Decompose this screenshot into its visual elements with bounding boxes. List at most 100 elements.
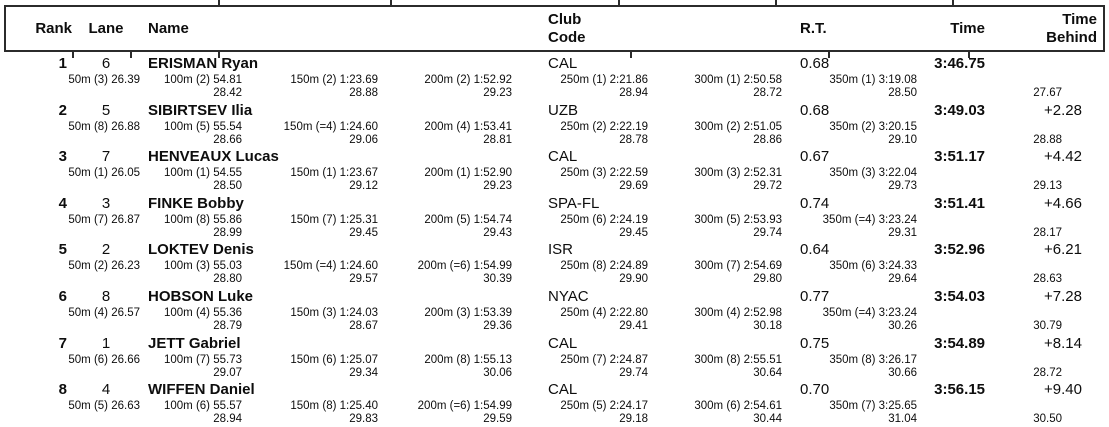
final-lap-time: 30.79 xyxy=(1033,319,1062,332)
split-lap-time: 28.42 xyxy=(213,87,242,99)
split-cell: 150m (=4) 1:24.60 29.57 xyxy=(242,260,378,285)
split-lap-time: 28.72 xyxy=(753,87,782,99)
lane-value: 3 xyxy=(101,194,111,212)
split-cell: 50m (3) 26.39 xyxy=(0,74,140,99)
split-lap-time: 29.23 xyxy=(483,180,512,193)
split-time: 3:26.17 xyxy=(878,353,917,366)
split-cell: 150m (7) 1:25.31 29.45 xyxy=(242,214,378,239)
split-cell: 250m (5) 2:24.17 29.18 xyxy=(512,400,648,425)
column-tick xyxy=(390,0,392,6)
lane-value: 4 xyxy=(101,381,111,399)
split-cell: 150m (=4) 1:24.60 29.06 xyxy=(242,121,378,146)
split-distance: 250m xyxy=(560,74,590,86)
split-distance: 350m xyxy=(829,120,859,133)
split-lap-time: 30.44 xyxy=(753,413,782,426)
split-cumulative: 150m (7) 1:25.31 xyxy=(242,214,378,227)
split-lap-time: 29.10 xyxy=(888,133,917,146)
split-cumulative: 100m (7) 55.73 xyxy=(140,354,242,367)
club-code: UZB xyxy=(548,101,578,119)
split-cumulative: 300m (4) 2:52.98 xyxy=(648,307,782,320)
column-tick xyxy=(952,0,954,6)
split-place: (1) xyxy=(93,167,109,180)
column-tick xyxy=(775,0,777,6)
split-distance: 100m xyxy=(163,353,193,366)
lane-value: 5 xyxy=(101,101,111,119)
split-place: (4) xyxy=(93,306,109,319)
split-place: (8) xyxy=(93,120,109,133)
split-cell: 250m (4) 2:22.80 29.41 xyxy=(512,307,648,332)
split-time: 26.23 xyxy=(111,260,140,273)
split-cell: 50m (2) 26.23 xyxy=(0,260,140,285)
split-cumulative: 100m (5) 55.54 xyxy=(140,121,242,134)
final-lap-cell: 29.13 xyxy=(917,167,1062,192)
result-main-line: 5 2 LOKTEV Denis ISR 0.64 3:52.96 +6.21 xyxy=(6,240,1083,260)
split-distance: 50m xyxy=(68,353,91,366)
split-distance: 200m xyxy=(424,120,454,133)
split-cumulative: 50m (3) 26.39 xyxy=(0,74,140,87)
lane-value: 8 xyxy=(101,287,111,305)
split-time: 2:51.05 xyxy=(743,120,782,133)
rank-value: 6 xyxy=(58,287,67,305)
split-lap-time: 29.34 xyxy=(349,366,378,379)
split-distance: 350m xyxy=(829,400,859,413)
split-cell: 300m (6) 2:54.61 30.44 xyxy=(648,400,782,425)
split-distance: 250m xyxy=(560,306,590,319)
split-lap-time: 30.39 xyxy=(483,273,512,286)
split-cumulative: 150m (2) 1:23.69 xyxy=(242,74,378,87)
column-tick xyxy=(72,52,74,58)
result-row: 8 4 WIFFEN Daniel CAL 0.70 3:56.15 +9.40… xyxy=(0,380,1109,427)
split-time: 26.39 xyxy=(111,74,140,86)
result-row: 5 2 LOKTEV Denis ISR 0.64 3:52.96 +6.21 … xyxy=(0,240,1109,287)
split-distance: 50m xyxy=(68,260,91,273)
split-cumulative: 250m (6) 2:24.19 xyxy=(512,214,648,227)
col-header-time: Time xyxy=(950,19,985,37)
result-main-line: 4 3 FINKE Bobby SPA-FL 0.74 3:51.41 +4.6… xyxy=(6,194,1083,214)
col-header-club-code: Club Code xyxy=(548,10,586,46)
split-cumulative: 250m (3) 2:22.59 xyxy=(512,167,648,180)
split-lap-time xyxy=(0,413,140,425)
lane-value: 1 xyxy=(101,334,111,352)
spacer xyxy=(917,260,1062,273)
split-distance: 50m xyxy=(68,400,91,413)
split-place: (2) xyxy=(726,120,741,133)
result-row: 2 5 SIBIRTSEV Ilia UZB 0.68 3:49.03 +2.2… xyxy=(0,101,1109,148)
result-main-line: 3 7 HENVEAUX Lucas CAL 0.67 3:51.17 +4.4… xyxy=(6,147,1083,167)
split-lap-time: 29.18 xyxy=(619,413,648,426)
split-cumulative: 200m (3) 1:53.39 xyxy=(378,307,512,320)
split-cell: 300m (7) 2:54.69 29.80 xyxy=(648,260,782,285)
split-cell: 50m (1) 26.05 xyxy=(0,167,140,192)
split-distance: 250m xyxy=(560,213,590,226)
split-place: (3) xyxy=(592,167,607,180)
splits-line: 50m (3) 26.39 100m (2) 54.81 28.42 150m (2)… xyxy=(0,74,1062,99)
split-place: (1) xyxy=(322,167,337,180)
split-cumulative: 200m (=6) 1:54.99 xyxy=(378,260,512,273)
split-place: (2) xyxy=(592,120,607,133)
split-time: 2:53.93 xyxy=(743,213,782,226)
col-header-rt: R.T. xyxy=(800,19,827,37)
split-cumulative: 150m (6) 1:25.07 xyxy=(242,354,378,367)
split-lap-time xyxy=(0,180,140,192)
split-place: (=4) xyxy=(315,260,337,273)
split-place: (4) xyxy=(726,306,741,319)
split-lap-time: 30.64 xyxy=(753,366,782,379)
final-time: 3:46.75 xyxy=(934,55,985,72)
split-time: 1:25.31 xyxy=(339,213,378,226)
split-time: 2:52.31 xyxy=(743,167,782,180)
split-cell: 300m (4) 2:52.98 30.18 xyxy=(648,307,782,332)
lane-value: 7 xyxy=(101,148,111,166)
split-time: 26.66 xyxy=(111,353,140,366)
split-distance: 150m xyxy=(283,260,313,273)
split-time: 3:19.08 xyxy=(878,74,917,86)
split-lap-time: 30.06 xyxy=(483,366,512,379)
split-cell: 50m (6) 26.66 xyxy=(0,354,140,379)
result-row: 1 6 ERISMAN Ryan CAL 0.68 3:46.75 50m (3… xyxy=(0,54,1109,101)
time-behind: +6.21 xyxy=(1044,241,1082,259)
split-cell: 350m (6) 3:24.33 29.64 xyxy=(782,260,917,285)
swimmer-name: LOKTEV Denis xyxy=(148,241,254,259)
split-distance: 350m xyxy=(829,74,859,86)
split-cumulative: 150m (=4) 1:24.60 xyxy=(242,260,378,273)
split-cell: 350m (8) 3:26.17 30.66 xyxy=(782,354,917,379)
split-distance: 150m xyxy=(283,120,313,133)
spacer xyxy=(917,167,1062,180)
split-cumulative: 300m (1) 2:50.58 xyxy=(648,74,782,87)
